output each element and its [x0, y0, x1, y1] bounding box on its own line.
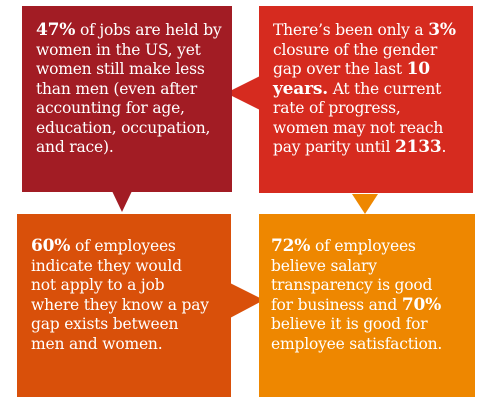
text-line: 72% of employees — [271, 236, 416, 256]
text-line: There’s been only a 3% — [273, 20, 456, 40]
stat-47-percent: 47% — [36, 20, 76, 40]
stat-box-women-jobs: 47% of jobs are held by women in the US,… — [22, 6, 232, 192]
text-line: gap over the last 10 — [273, 59, 430, 79]
stat-box-gender-gap: There’s been only a 3% closure of the ge… — [259, 6, 473, 193]
stat-box-salary-transparency: 72% of employees believe salary transpar… — [259, 214, 475, 397]
text-line: and race). — [36, 138, 114, 156]
text-line: closure of the gender — [273, 40, 438, 59]
text-line: believe salary — [271, 256, 377, 275]
stat-years: years. — [273, 78, 328, 99]
stat-10: 10 — [406, 59, 430, 79]
text-line: gap exists between — [31, 315, 179, 333]
stat-70-percent: 70% — [401, 294, 442, 315]
text-line: accounting for age, — [36, 99, 185, 117]
stat-2133: 2133 — [394, 137, 442, 157]
text-line: than men (even after — [36, 79, 197, 98]
text-line: for business and 70% — [271, 294, 442, 315]
text-line: education, occupation, — [36, 118, 211, 137]
text-line: employee satisfaction. — [271, 334, 443, 353]
text-line: believe it is good for — [271, 315, 428, 333]
text-line: years. At the current — [273, 78, 442, 99]
text-line: where they know a pay — [31, 295, 209, 314]
stat-3-percent: 3% — [428, 20, 456, 40]
text-line: transparency is good — [271, 276, 433, 294]
stat-60-percent: 60% — [31, 236, 71, 256]
text-line: rate of progress, — [273, 99, 401, 117]
text-line: women in the US, yet — [36, 40, 201, 59]
text-line: indicate they would — [31, 256, 182, 275]
text-line: women may not reach — [273, 118, 444, 137]
text-line: women still make less — [36, 60, 205, 78]
stat-box-pay-gap-applications: 60% of employees indicate they would not… — [17, 214, 231, 397]
text-line: not apply to a job — [31, 276, 165, 294]
text-line: pay parity until 2133. — [273, 137, 447, 157]
text-line: 60% of employees — [31, 236, 176, 256]
text-line: 47% of jobs are held by — [36, 20, 222, 40]
stat-72-percent: 72% — [271, 236, 311, 256]
text-line: men and women. — [31, 334, 163, 353]
